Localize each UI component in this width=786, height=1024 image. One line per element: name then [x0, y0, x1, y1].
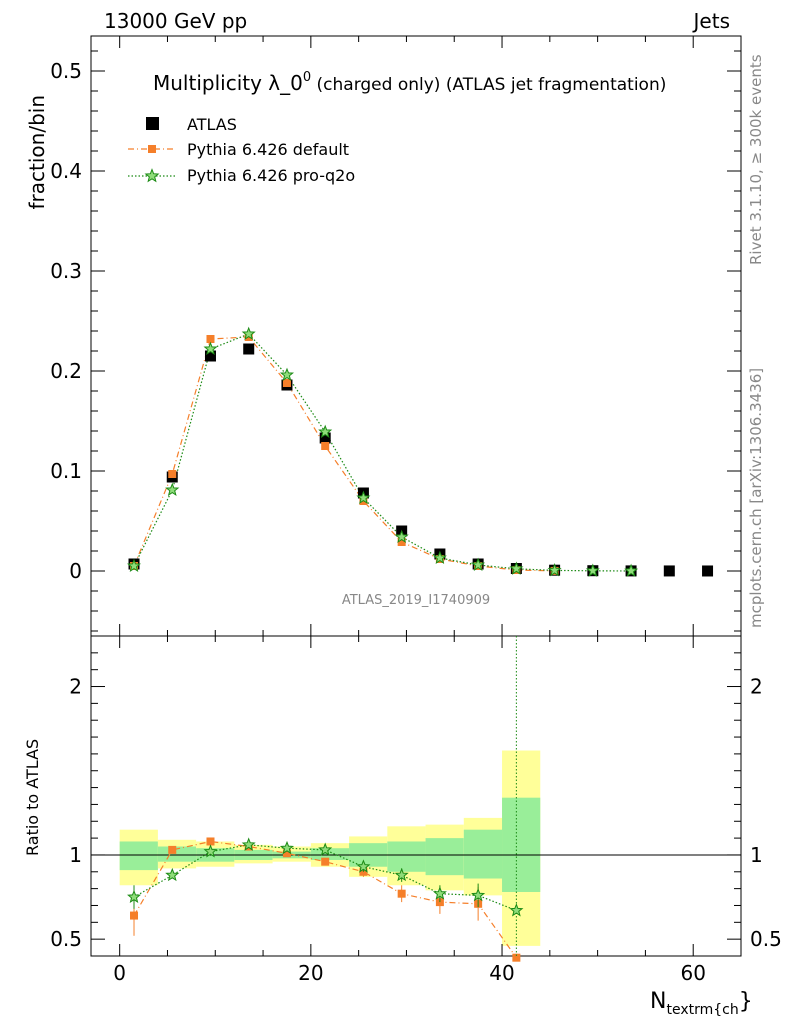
ratio-band-green	[310, 848, 350, 860]
x-tick-label: 0	[113, 961, 126, 985]
y-tick-label-top: 0.3	[50, 259, 82, 283]
proq2o-point	[241, 326, 256, 341]
proq2o-point	[432, 550, 447, 565]
proq2o-point	[547, 563, 562, 577]
y-tick-label-bottom-right: 1	[750, 843, 763, 867]
proq2o-ratio-point	[203, 844, 218, 858]
legend-label-atlas: ATLAS	[187, 115, 237, 134]
x-axis-label-close: }	[739, 989, 753, 1014]
proq2o-ratio-point	[241, 837, 256, 851]
x-tick-label: 60	[680, 961, 705, 985]
series-line-ratio	[133, 844, 517, 912]
y-tick-label-bottom-left: 0.5	[50, 927, 82, 951]
proq2o-point	[624, 563, 639, 577]
y-axis-label-top: fraction/bin	[25, 95, 49, 210]
proq2o-ratio-point	[356, 859, 371, 873]
rivet-version-label: Rivet 3.1.10, ≥ 300k events	[747, 54, 765, 265]
y-tick-label-top: 0.4	[50, 159, 82, 183]
x-axis-label-main: N	[650, 989, 666, 1014]
chart-title-main: Multiplicity λ_0	[153, 71, 303, 95]
legend-marker-proq2o	[144, 168, 160, 183]
y-tick-label-bottom-left: 1	[69, 843, 82, 867]
proq2o-ratio-point	[471, 888, 486, 902]
header-jets-label: Jets	[692, 9, 730, 33]
proq2o-point	[203, 341, 218, 356]
y-tick-label-bottom-right: 2	[750, 675, 763, 699]
legend-marker-default	[148, 145, 156, 153]
default-point	[397, 538, 406, 546]
default-point	[168, 470, 177, 478]
legend: ATLAS Pythia 6.426 default Pythia 6.426 …	[128, 115, 355, 185]
axis-ticks	[91, 36, 741, 956]
proq2o-ratio-point	[279, 840, 295, 855]
proq2o-ratio-point	[318, 842, 333, 856]
y-tick-label-top: 0.5	[50, 59, 82, 83]
proq2o-point	[471, 557, 486, 572]
series-line-top	[133, 336, 555, 572]
proq2o-point	[509, 561, 524, 575]
series-line-top	[133, 333, 632, 572]
header-energy-label: 13000 GeV pp	[104, 9, 247, 33]
atlas-point	[204, 350, 216, 362]
proq2o-ratio-point	[394, 867, 409, 882]
proq2o-point	[165, 482, 180, 497]
proq2o-point	[394, 529, 409, 544]
atlas-point	[319, 432, 331, 444]
default-ratio-point	[397, 889, 406, 898]
proq2o-ratio-point	[432, 886, 447, 900]
ratio-band-green	[425, 838, 464, 876]
default-point	[206, 335, 215, 343]
atlas-point	[663, 565, 675, 577]
atlas-point	[702, 565, 714, 577]
series-points	[127, 326, 714, 962]
legend-label-default: Pythia 6.426 default	[187, 140, 349, 159]
mcplots-label: mcplots.cern.ch [arXiv:1306.3436]	[747, 368, 765, 628]
default-ratio-point	[512, 953, 521, 962]
default-ratio-point	[282, 849, 291, 858]
series-lines	[133, 333, 632, 959]
default-point	[321, 442, 330, 450]
chart-title: Multiplicity λ_00 (charged only) (ATLAS …	[153, 70, 666, 95]
ratio-band-green	[119, 841, 158, 871]
ratio-band-green	[502, 797, 541, 892]
default-ratio-point	[130, 911, 139, 920]
ratio-uncertainty-bands	[91, 750, 741, 946]
ratio-band-green	[387, 841, 426, 872]
atlas-point	[243, 343, 255, 355]
legend-marker-atlas	[146, 117, 159, 130]
y-axis-label-bottom: Ratio to ATLAS	[23, 739, 42, 856]
chart-title-rest: (charged only) (ATLAS jet fragmentation)	[311, 75, 666, 95]
chart-title-sup: 0	[303, 70, 311, 85]
proq2o-ratio-point	[165, 867, 180, 882]
default-point	[282, 379, 291, 387]
axis-tick-labels: 0 20 40 60 0 0.1 0.2 0.3 0.4 0.5 0.5 0.5 1 1 2 2	[50, 59, 782, 985]
ratio-band-green	[463, 829, 503, 879]
default-ratio-point	[206, 837, 215, 846]
ratio-panel-frame	[90, 635, 742, 957]
x-tick-label: 40	[489, 961, 514, 985]
x-axis-label: Ntextrm{ch}	[650, 989, 753, 1018]
proq2o-point	[279, 367, 295, 382]
y-tick-label-top: 0	[69, 559, 82, 583]
series-line-ratio	[133, 840, 517, 959]
y-tick-label-bottom-left: 2	[69, 675, 82, 699]
analysis-watermark: ATLAS_2019_I1740909	[342, 593, 490, 608]
proq2o-point	[127, 558, 141, 573]
y-tick-label-top: 0.1	[50, 459, 82, 483]
legend-label-proq2o: Pythia 6.426 pro-q2o	[187, 166, 355, 185]
proq2o-ratio-point	[127, 889, 141, 903]
default-ratio-point	[168, 845, 177, 854]
proq2o-ratio-point	[509, 903, 524, 917]
default-ratio-point	[321, 857, 330, 866]
y-tick-label-top: 0.2	[50, 359, 82, 383]
proq2o-point	[356, 490, 371, 505]
x-tick-label: 20	[298, 961, 323, 985]
y-tick-label-bottom-right: 0.5	[750, 927, 782, 951]
x-axis-label-sub: textrm{ch	[666, 1002, 738, 1018]
proq2o-point	[318, 424, 333, 439]
proq2o-point	[585, 563, 600, 577]
